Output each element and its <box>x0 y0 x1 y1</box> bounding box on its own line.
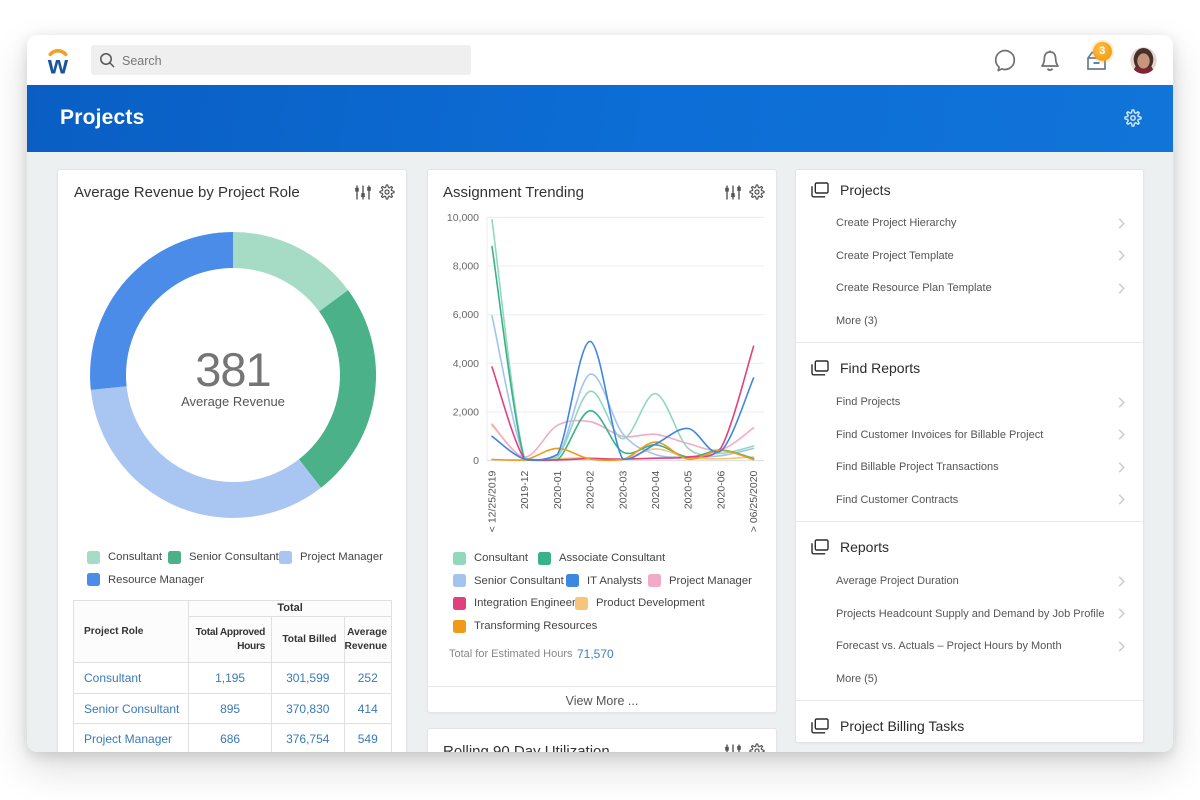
svg-text:2020-03: 2020-03 <box>617 470 629 509</box>
svg-text:10,000: 10,000 <box>447 212 479 224</box>
svg-text:2020-01: 2020-01 <box>552 470 564 509</box>
svg-text:2020-04: 2020-04 <box>650 470 662 509</box>
svg-text:8,000: 8,000 <box>453 261 479 273</box>
svg-text:2,000: 2,000 <box>453 407 479 419</box>
svg-text:> 06/25/2020: > 06/25/2020 <box>748 470 760 532</box>
svg-text:0: 0 <box>473 455 479 467</box>
svg-text:2020-06: 2020-06 <box>715 470 727 509</box>
svg-text:6,000: 6,000 <box>453 309 479 321</box>
svg-text:2020-02: 2020-02 <box>585 470 597 509</box>
svg-text:4,000: 4,000 <box>453 358 479 370</box>
svg-text:< 12/25/2019: < 12/25/2019 <box>487 470 499 532</box>
svg-text:2019-12: 2019-12 <box>519 470 531 509</box>
svg-text:w: w <box>46 50 68 80</box>
svg-text:2020-05: 2020-05 <box>683 470 695 509</box>
